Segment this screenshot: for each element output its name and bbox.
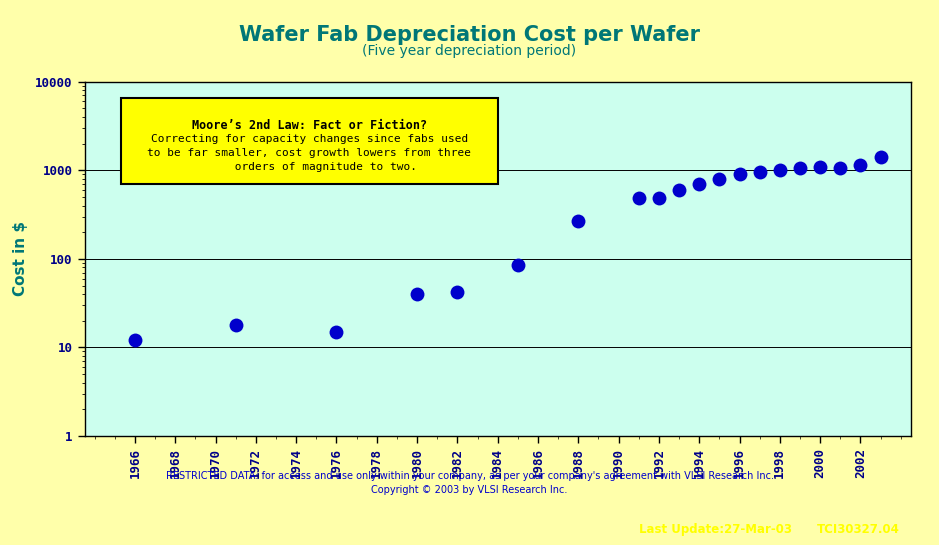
- Point: [450, 288, 465, 296]
- Point: [228, 320, 243, 329]
- Point: [652, 193, 667, 202]
- Point: [732, 170, 747, 179]
- Point: [833, 164, 848, 173]
- Point: [409, 290, 424, 299]
- Text: (Five year depreciation period): (Five year depreciation period): [362, 44, 577, 58]
- Point: [631, 193, 646, 202]
- Text: Copyright © 2003 by VLSI Research Inc.: Copyright © 2003 by VLSI Research Inc.: [371, 485, 568, 495]
- Point: [853, 161, 868, 169]
- Y-axis label: Cost in $: Cost in $: [13, 221, 28, 296]
- Point: [329, 328, 344, 336]
- Text: RESTRICTED DATA: for access and use only within your company, as per your compan: RESTRICTED DATA: for access and use only…: [165, 471, 774, 481]
- Text: TCI30327.04: TCI30327.04: [817, 523, 900, 536]
- Point: [712, 174, 727, 183]
- Point: [873, 153, 888, 162]
- Point: [128, 336, 143, 345]
- Point: [510, 261, 525, 269]
- Text: Last Update:27-Mar-03: Last Update:27-Mar-03: [639, 523, 792, 536]
- Point: [812, 162, 827, 171]
- Text: Wafer Fab Depreciation Cost per Wafer: Wafer Fab Depreciation Cost per Wafer: [239, 25, 700, 45]
- FancyBboxPatch shape: [121, 98, 498, 184]
- Text: Moore’s 2nd Law: Fact or Fiction?: Moore’s 2nd Law: Fact or Fiction?: [192, 119, 427, 132]
- Point: [793, 164, 808, 173]
- Point: [692, 180, 707, 189]
- Text: Correcting for capacity changes since fabs used
to be far smaller, cost growth l: Correcting for capacity changes since fa…: [147, 134, 471, 172]
- Point: [772, 166, 787, 174]
- Point: [752, 168, 767, 177]
- Point: [671, 186, 686, 195]
- Point: [571, 216, 586, 225]
